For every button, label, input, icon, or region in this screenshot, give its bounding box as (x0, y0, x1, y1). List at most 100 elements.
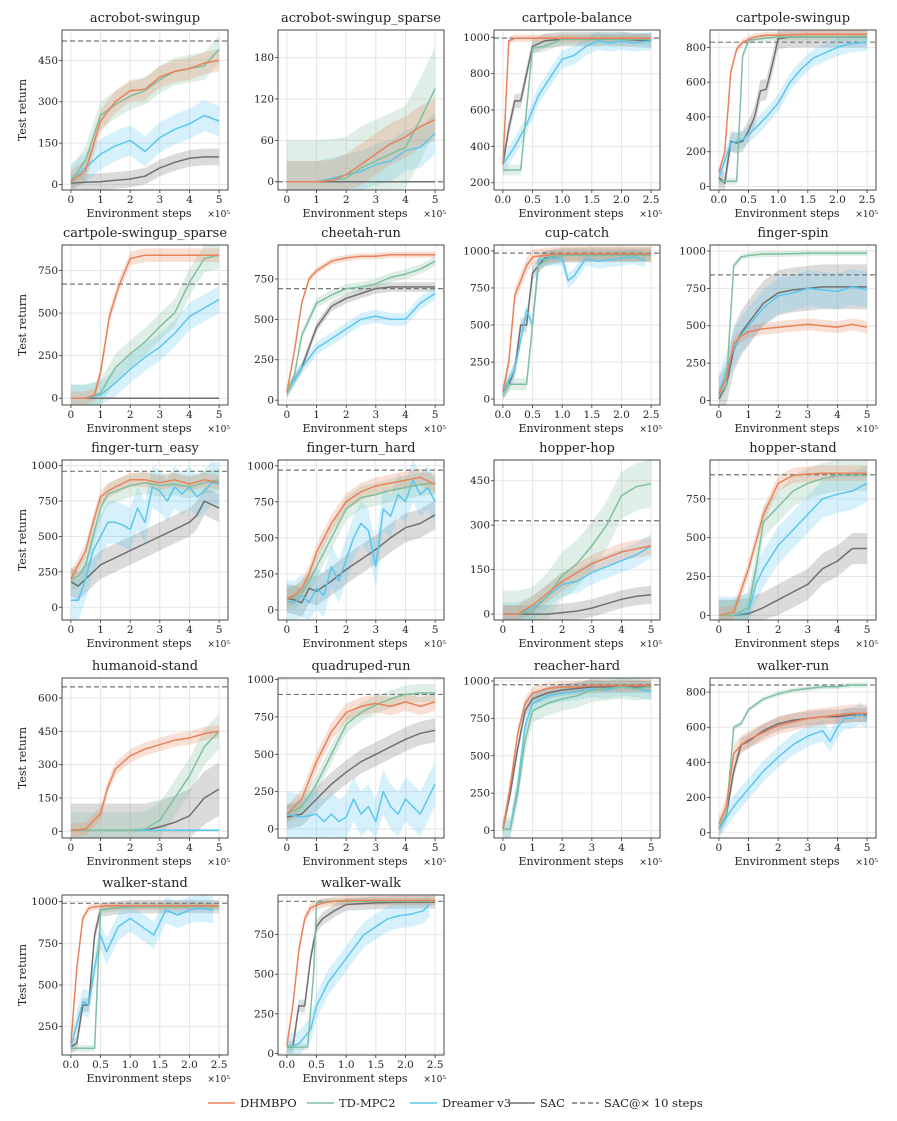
x-axis-multiplier: ×10⁵ (207, 640, 230, 650)
x-axis-multiplier: ×10⁵ (855, 640, 878, 650)
x-tick-label: 3 (372, 842, 379, 854)
axes-frame (61, 459, 229, 621)
x-tick-label: 1 (313, 842, 320, 854)
plot-area (278, 47, 444, 190)
axes-frame (277, 677, 445, 839)
line-sac (286, 901, 436, 1048)
panel-grid: 0 1 2 3 4 50150300450acrobot-swingupEnvironme… (16, 11, 878, 1085)
line-sac (70, 156, 220, 184)
x-axis-label: Environment steps (734, 855, 839, 868)
line-dhmbpo (718, 712, 868, 825)
y-tick-label: 750 (254, 711, 274, 723)
line-tdmpc2 (286, 260, 436, 394)
chart-title: walker-stand (102, 876, 188, 891)
x-tick-label: 2.0 (613, 194, 630, 206)
x-tick-label: 1 (529, 842, 536, 854)
y-tick-label: 200 (686, 792, 706, 804)
line-tdmpc2 (70, 254, 220, 399)
x-tick-label: 3 (372, 194, 379, 206)
chart-title: finger-spin (757, 226, 829, 241)
band-sac (70, 148, 220, 190)
band-dreamer (718, 268, 868, 405)
x-axis-label: Environment steps (518, 637, 623, 650)
x-tick-label: 5 (216, 409, 223, 421)
x-axis-multiplier: ×10⁵ (639, 858, 662, 868)
x-tick-label: 4 (402, 409, 409, 421)
legend-label-tdmpc2: TD-MPC2 (339, 1096, 396, 1110)
y-tick-label: 250 (470, 788, 490, 800)
panel-cartpole-swingup: 0.0 0.5 1.0 1.5 2.0 2.5 0 200 400 600 800 cartpole-… (686, 11, 878, 220)
band-dreamer (718, 33, 868, 187)
panel-finger-turn_easy: 0 1 2 3 4 5 0 250 500 750 1000 finger-turn_easy Envi… (16, 441, 230, 650)
axes-frame (709, 459, 877, 621)
line-tdmpc2 (70, 48, 220, 183)
grid (62, 895, 228, 1055)
line-dhmbpo (286, 253, 436, 393)
x-tick-label: 1 (97, 194, 104, 206)
line-sac (286, 514, 436, 604)
x-tick-label: 1.5 (583, 194, 600, 206)
band-tdmpc2 (70, 468, 220, 591)
line-tdmpc2 (286, 482, 436, 600)
x-tick-label: 4 (834, 842, 841, 854)
x-tick-label: 2 (343, 194, 350, 206)
y-tick-label: 250 (254, 568, 274, 580)
line-sac (286, 729, 436, 818)
x-tick-label: 2 (559, 624, 566, 636)
chart-title: walker-run (757, 659, 830, 674)
panel-finger-spin: 0 1 2 3 4 5 0 250 500 750 1000 finger-spin Environme… (679, 226, 878, 435)
x-axis-multiplier: ×10⁵ (207, 1075, 230, 1085)
plot-area (494, 31, 660, 176)
x-tick-label: 1 (313, 624, 320, 636)
line-dreamer (502, 256, 646, 393)
y-tick-label: 500 (38, 308, 58, 320)
band-sac (718, 264, 868, 405)
x-tick-label: 3 (156, 624, 163, 636)
band-tdmpc2 (70, 245, 220, 405)
y-tick-label: 0 (699, 181, 706, 193)
x-tick-label: 1 (745, 624, 752, 636)
panel-quadruped-run: 0 1 2 3 4 5 0 250 500 750 1000 quadruped-run Environ… (247, 659, 446, 868)
x-tick-label: 3 (588, 842, 595, 854)
axes-frame (61, 677, 229, 839)
x-tick-label: 0 (500, 842, 507, 854)
y-tick-label: 1000 (463, 675, 490, 687)
y-tick-label: 400 (470, 141, 490, 153)
x-tick-label: 0 (716, 842, 723, 854)
x-tick-label: 1 (97, 624, 104, 636)
x-tick-label: 1 (97, 409, 104, 421)
axes-frame (277, 29, 445, 191)
y-tick-label: 0 (699, 827, 706, 839)
axes-frame (61, 29, 229, 191)
line-dreamer (286, 292, 436, 393)
x-tick-label: 3 (156, 409, 163, 421)
line-tdmpc2 (286, 692, 436, 815)
y-tick-label: 600 (470, 105, 490, 117)
plot-area (710, 460, 876, 620)
y-tick-label: 500 (254, 314, 274, 326)
line-dhmbpo (286, 119, 436, 183)
x-axis-multiplier: ×10⁵ (207, 425, 230, 435)
x-tick-label: 5 (864, 842, 871, 854)
x-tick-label: 1.5 (799, 194, 816, 206)
y-tick-label: 0 (51, 602, 58, 614)
line-sac (718, 36, 868, 184)
y-tick-label: 600 (38, 693, 58, 705)
x-tick-label: 2 (775, 409, 782, 421)
x-tick-label: 1 (313, 409, 320, 421)
x-axis-label: Environment steps (86, 207, 191, 220)
line-sac (502, 594, 652, 615)
y-tick-label: 400 (686, 757, 706, 769)
chart-title: acrobot-swingup_sparse (281, 11, 441, 26)
y-tick-label: 0 (483, 609, 490, 621)
x-tick-label: 4 (402, 624, 409, 636)
x-tick-label: 5 (432, 624, 439, 636)
line-sac (718, 714, 868, 830)
plot-area (278, 460, 444, 620)
x-axis-label: Environment steps (86, 1072, 191, 1085)
y-tick-label: 600 (686, 722, 706, 734)
y-tick-label: 500 (686, 532, 706, 544)
legend-entry-dreamer: Dreamer v3 (410, 1096, 511, 1110)
